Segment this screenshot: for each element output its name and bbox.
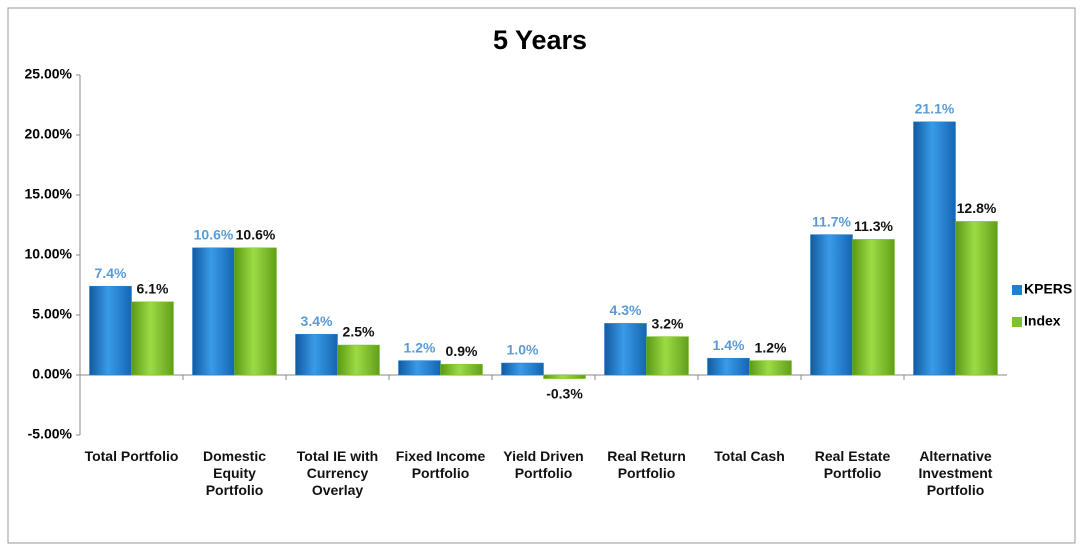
- bar: [440, 363, 483, 376]
- y-tick-label: 15.00%: [25, 186, 73, 202]
- data-label: -0.3%: [546, 385, 583, 401]
- data-label: 11.3%: [854, 218, 893, 234]
- y-tick-label: 0.00%: [32, 366, 72, 382]
- bar: [192, 247, 235, 376]
- bar: [913, 121, 956, 376]
- bar: [955, 221, 998, 376]
- data-label: 21.1%: [915, 101, 955, 117]
- bar: [543, 374, 586, 379]
- legend-swatch: [1012, 317, 1022, 327]
- bar: [234, 247, 277, 376]
- x-tick-label: Alternative Investment Portfolio: [918, 448, 993, 498]
- data-label: 6.1%: [137, 281, 169, 297]
- bar: [604, 323, 647, 376]
- data-label: 4.3%: [610, 302, 642, 318]
- chart-frame: [7, 7, 1076, 544]
- data-label: 11.7%: [812, 213, 851, 229]
- data-label: 3.2%: [652, 315, 684, 331]
- y-tick-label: 25.00%: [25, 66, 73, 82]
- bar: [337, 344, 380, 376]
- data-label: 2.5%: [343, 324, 375, 340]
- bar: [89, 285, 132, 376]
- y-tick-label: 10.00%: [25, 246, 73, 262]
- y-tick-label: -5.00%: [28, 426, 73, 442]
- data-label: 7.4%: [95, 265, 127, 281]
- x-tick-label: Total IE with Currency Overlay: [296, 448, 379, 498]
- x-tick-label: Fixed Income Portfolio: [395, 448, 486, 481]
- x-tick-label: Total Portfolio: [84, 448, 179, 464]
- y-tick-label: 5.00%: [32, 306, 72, 322]
- legend-label: KPERS: [1024, 281, 1072, 297]
- chart-title: 5 Years: [493, 25, 587, 55]
- x-tick-label: Real Estate Portfolio: [814, 448, 891, 481]
- data-label: 1.2%: [755, 339, 787, 355]
- bar: [398, 360, 441, 376]
- data-label: 10.6%: [236, 227, 276, 243]
- y-tick-label: 20.00%: [25, 126, 73, 142]
- bar: [295, 333, 338, 376]
- data-label: 0.9%: [446, 343, 478, 359]
- x-tick-label: Domestic Equity Portfolio: [202, 448, 267, 498]
- bar: [131, 301, 174, 376]
- bar: [707, 357, 750, 376]
- data-label: 12.8%: [957, 200, 997, 216]
- x-tick-label: Yield Driven Portfolio: [503, 448, 584, 481]
- legend-swatch: [1012, 285, 1022, 295]
- x-tick-label: Total Cash: [714, 448, 785, 464]
- bar: [749, 360, 792, 376]
- bar: [501, 362, 544, 376]
- data-label: 3.4%: [301, 313, 333, 329]
- data-label: 1.0%: [507, 342, 539, 358]
- bar: [810, 234, 853, 376]
- x-tick-label: Real Return Portfolio: [607, 448, 686, 481]
- bar: [852, 239, 895, 376]
- data-label: 1.2%: [404, 339, 436, 355]
- data-label: 10.6%: [194, 227, 234, 243]
- legend-label: Index: [1024, 313, 1061, 329]
- data-label: 1.4%: [713, 337, 745, 353]
- bar: [646, 336, 689, 376]
